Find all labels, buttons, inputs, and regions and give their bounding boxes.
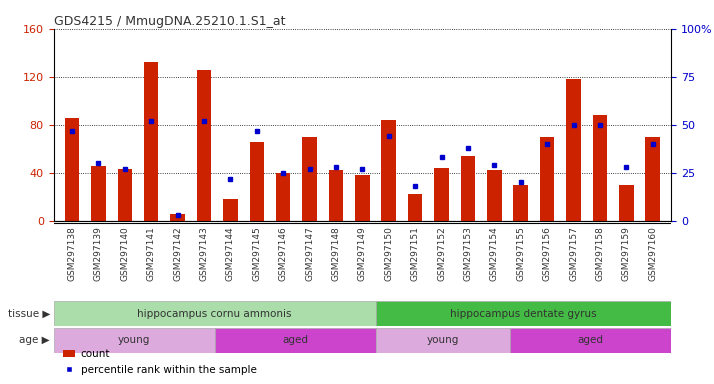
Bar xyxy=(381,120,396,221)
Bar xyxy=(513,185,528,221)
Text: GSM297158: GSM297158 xyxy=(595,227,604,281)
Text: hippocampus dentate gyrus: hippocampus dentate gyrus xyxy=(450,309,597,319)
Bar xyxy=(434,168,449,221)
Bar xyxy=(328,170,343,221)
Text: GSM297150: GSM297150 xyxy=(384,227,393,281)
Bar xyxy=(171,214,185,221)
Text: aged: aged xyxy=(282,335,308,345)
Bar xyxy=(276,173,291,221)
Text: GSM297154: GSM297154 xyxy=(490,227,499,281)
Bar xyxy=(487,170,501,221)
Text: GSM297144: GSM297144 xyxy=(226,227,235,281)
Text: GSM297160: GSM297160 xyxy=(648,227,657,281)
Text: tissue ▶: tissue ▶ xyxy=(8,309,50,319)
Text: GSM297159: GSM297159 xyxy=(622,227,630,281)
Bar xyxy=(54,301,376,326)
Text: GSM297141: GSM297141 xyxy=(146,227,156,281)
Text: age ▶: age ▶ xyxy=(19,335,50,345)
Bar xyxy=(223,199,238,221)
Bar xyxy=(593,115,607,221)
Text: GSM297139: GSM297139 xyxy=(94,227,103,281)
Bar xyxy=(144,62,159,221)
Bar xyxy=(302,137,317,221)
Bar xyxy=(215,328,376,353)
Text: GSM297156: GSM297156 xyxy=(543,227,552,281)
Text: hippocampus cornu ammonis: hippocampus cornu ammonis xyxy=(137,309,292,319)
Text: GSM297146: GSM297146 xyxy=(278,227,288,281)
Bar xyxy=(619,185,633,221)
Text: GSM297138: GSM297138 xyxy=(68,227,76,281)
Text: young: young xyxy=(118,335,150,345)
Text: GDS4215 / MmugDNA.25210.1.S1_at: GDS4215 / MmugDNA.25210.1.S1_at xyxy=(54,15,285,28)
Text: GSM297155: GSM297155 xyxy=(516,227,526,281)
Text: GSM297153: GSM297153 xyxy=(463,227,473,281)
Bar xyxy=(65,118,79,221)
Bar xyxy=(197,70,211,221)
Bar xyxy=(645,137,660,221)
Bar xyxy=(249,142,264,221)
Text: GSM297152: GSM297152 xyxy=(437,227,446,281)
Text: GSM297151: GSM297151 xyxy=(411,227,420,281)
Text: GSM297140: GSM297140 xyxy=(121,227,129,281)
Bar xyxy=(376,328,510,353)
Bar xyxy=(510,328,671,353)
Bar xyxy=(376,301,671,326)
Text: GSM297148: GSM297148 xyxy=(331,227,341,281)
Text: GSM297143: GSM297143 xyxy=(199,227,208,281)
Bar xyxy=(461,156,476,221)
Bar xyxy=(355,175,370,221)
Text: young: young xyxy=(427,335,459,345)
Bar xyxy=(540,137,554,221)
Bar xyxy=(54,328,215,353)
Bar xyxy=(118,169,132,221)
Bar xyxy=(566,79,580,221)
Bar xyxy=(408,194,423,221)
Text: GSM297149: GSM297149 xyxy=(358,227,367,281)
Text: aged: aged xyxy=(578,335,603,345)
Text: GSM297142: GSM297142 xyxy=(173,227,182,281)
Text: GSM297145: GSM297145 xyxy=(252,227,261,281)
Bar xyxy=(91,166,106,221)
Legend: count, percentile rank within the sample: count, percentile rank within the sample xyxy=(59,345,261,379)
Text: GSM297157: GSM297157 xyxy=(569,227,578,281)
Text: GSM297147: GSM297147 xyxy=(305,227,314,281)
